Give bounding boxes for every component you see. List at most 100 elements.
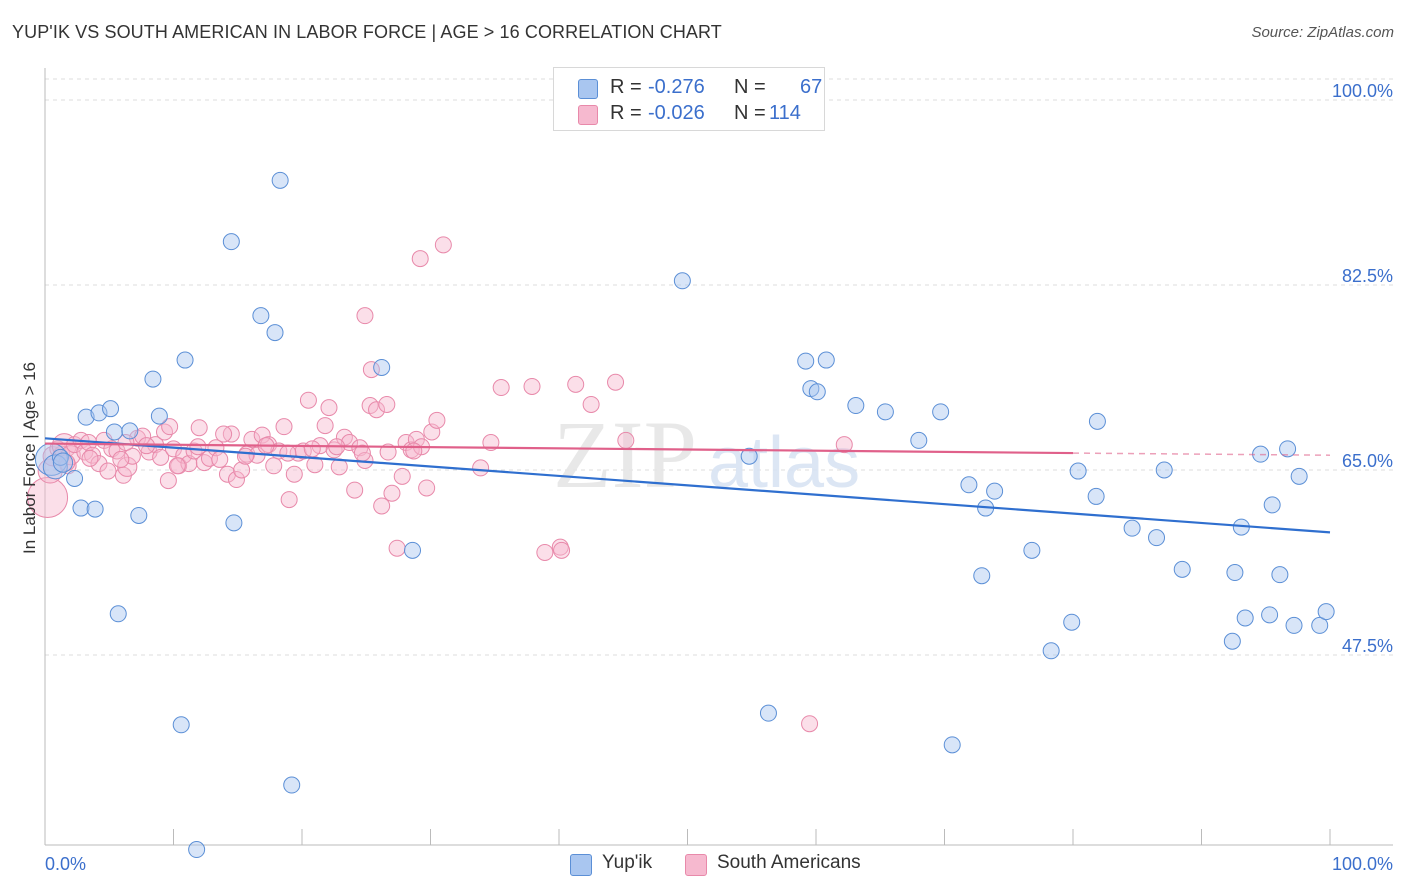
south-americans-point — [227, 471, 245, 489]
yupik-point — [373, 358, 391, 376]
x-tick-label: 100.0% — [1332, 854, 1393, 874]
legend-r-label: R = — [610, 102, 642, 124]
south-americans-point — [152, 448, 170, 466]
south-americans-point — [275, 418, 293, 436]
south-americans-point — [617, 431, 635, 449]
yupik-points — [34, 85, 1335, 859]
yupik-point — [960, 476, 978, 494]
legend-r-label: R = — [610, 76, 642, 98]
yupik-point — [42, 454, 68, 480]
south-americans-trend-extension — [1072, 452, 1331, 456]
yupik-point — [1271, 566, 1289, 584]
x-tick-labels: 0.0% 100.0% — [45, 854, 1393, 874]
yupik-point — [222, 233, 240, 251]
south-americans-point — [215, 425, 233, 443]
yupik-point — [225, 514, 243, 532]
y-tick-label: 82.5% — [1342, 266, 1393, 286]
yupik-point — [105, 423, 123, 441]
south-americans-point — [411, 250, 429, 268]
axes — [44, 68, 1393, 846]
yupik-point — [271, 171, 289, 189]
south-americans-point — [801, 715, 819, 733]
south-americans-point — [383, 484, 401, 502]
south-americans-point — [265, 457, 283, 475]
yupik-point — [176, 351, 194, 369]
south-americans-point — [523, 377, 541, 395]
yupik-point — [1285, 616, 1303, 634]
south-americans-point — [175, 446, 193, 464]
yupik-point — [77, 408, 95, 426]
south-americans-point — [428, 411, 446, 429]
south-americans-point — [418, 479, 436, 497]
south-americans-point — [356, 307, 374, 325]
yupik-point — [172, 716, 190, 734]
source-label: Source: ZipAtlas.com — [1251, 24, 1394, 41]
south-americans-trend-line — [44, 442, 1074, 455]
south-americans-point — [189, 438, 207, 456]
south-americans-point — [346, 481, 364, 499]
south-americans-point — [607, 373, 625, 391]
yupik-point — [404, 541, 422, 559]
yupik-point — [150, 407, 168, 425]
yupik-point — [986, 482, 1004, 500]
south-americans-point — [90, 455, 108, 473]
south-americans-points — [27, 236, 853, 733]
south-americans-point — [299, 391, 317, 409]
yupik-point — [1263, 496, 1281, 514]
south-americans-point — [168, 457, 186, 475]
south-americans-point — [434, 236, 452, 254]
yupik-point — [52, 452, 74, 473]
south-americans-point — [553, 541, 571, 559]
yupik-point — [973, 567, 991, 585]
legend-n-label: N = — [734, 102, 766, 124]
yupik-point — [144, 370, 162, 388]
yupik-point — [673, 272, 691, 290]
yupik-point — [1290, 467, 1308, 485]
yupik-point — [1236, 609, 1254, 627]
yupik-point — [1223, 632, 1241, 650]
yupik-point — [1087, 487, 1105, 505]
south-americans-point — [472, 459, 490, 477]
legend-n-label: N = — [734, 76, 766, 98]
south-americans-point — [81, 449, 99, 467]
yupik-point — [847, 397, 865, 415]
watermark: ZIP atlas — [553, 401, 860, 508]
yupik-point — [188, 841, 206, 859]
south-americans-point — [190, 419, 208, 437]
south-americans-point — [378, 395, 396, 413]
bottom-legend-label: South Americans — [717, 852, 861, 873]
south-americans-point — [253, 426, 271, 444]
bottom-legend-swatch-pink — [685, 854, 707, 876]
yupik-point — [740, 447, 758, 465]
yupik-point — [252, 307, 270, 325]
y-axis-label: In Labor Force | Age > 16 — [20, 362, 39, 554]
south-americans-point — [303, 440, 321, 458]
yupik-point — [1069, 462, 1087, 480]
legend-swatch-pink — [578, 105, 598, 125]
south-americans-point — [156, 423, 174, 441]
yupik-point — [943, 736, 961, 754]
south-americans-point — [405, 442, 423, 460]
y-tick-label: 100.0% — [1332, 81, 1393, 101]
yupik-point — [817, 351, 835, 369]
south-americans-point — [211, 450, 229, 468]
trend-lines — [44, 437, 1331, 534]
south-americans-point — [161, 418, 179, 436]
south-americans-point — [388, 539, 406, 557]
yupik-point — [1226, 564, 1244, 582]
yupik-point — [876, 403, 894, 421]
south-americans-point — [236, 447, 254, 465]
legend-n-value: 67 — [800, 76, 823, 98]
south-americans-point — [482, 434, 500, 452]
south-americans-point — [285, 465, 303, 483]
yupik-point — [1311, 616, 1329, 634]
yupik-point — [102, 400, 120, 418]
south-americans-point — [316, 417, 334, 435]
chart-title: YUP'IK VS SOUTH AMERICAN IN LABOR FORCE … — [12, 22, 722, 42]
yupik-point — [1148, 529, 1166, 547]
south-americans-point — [373, 497, 391, 515]
yupik-point — [1317, 603, 1335, 621]
south-americans-point — [159, 472, 177, 490]
south-americans-point — [368, 401, 386, 419]
